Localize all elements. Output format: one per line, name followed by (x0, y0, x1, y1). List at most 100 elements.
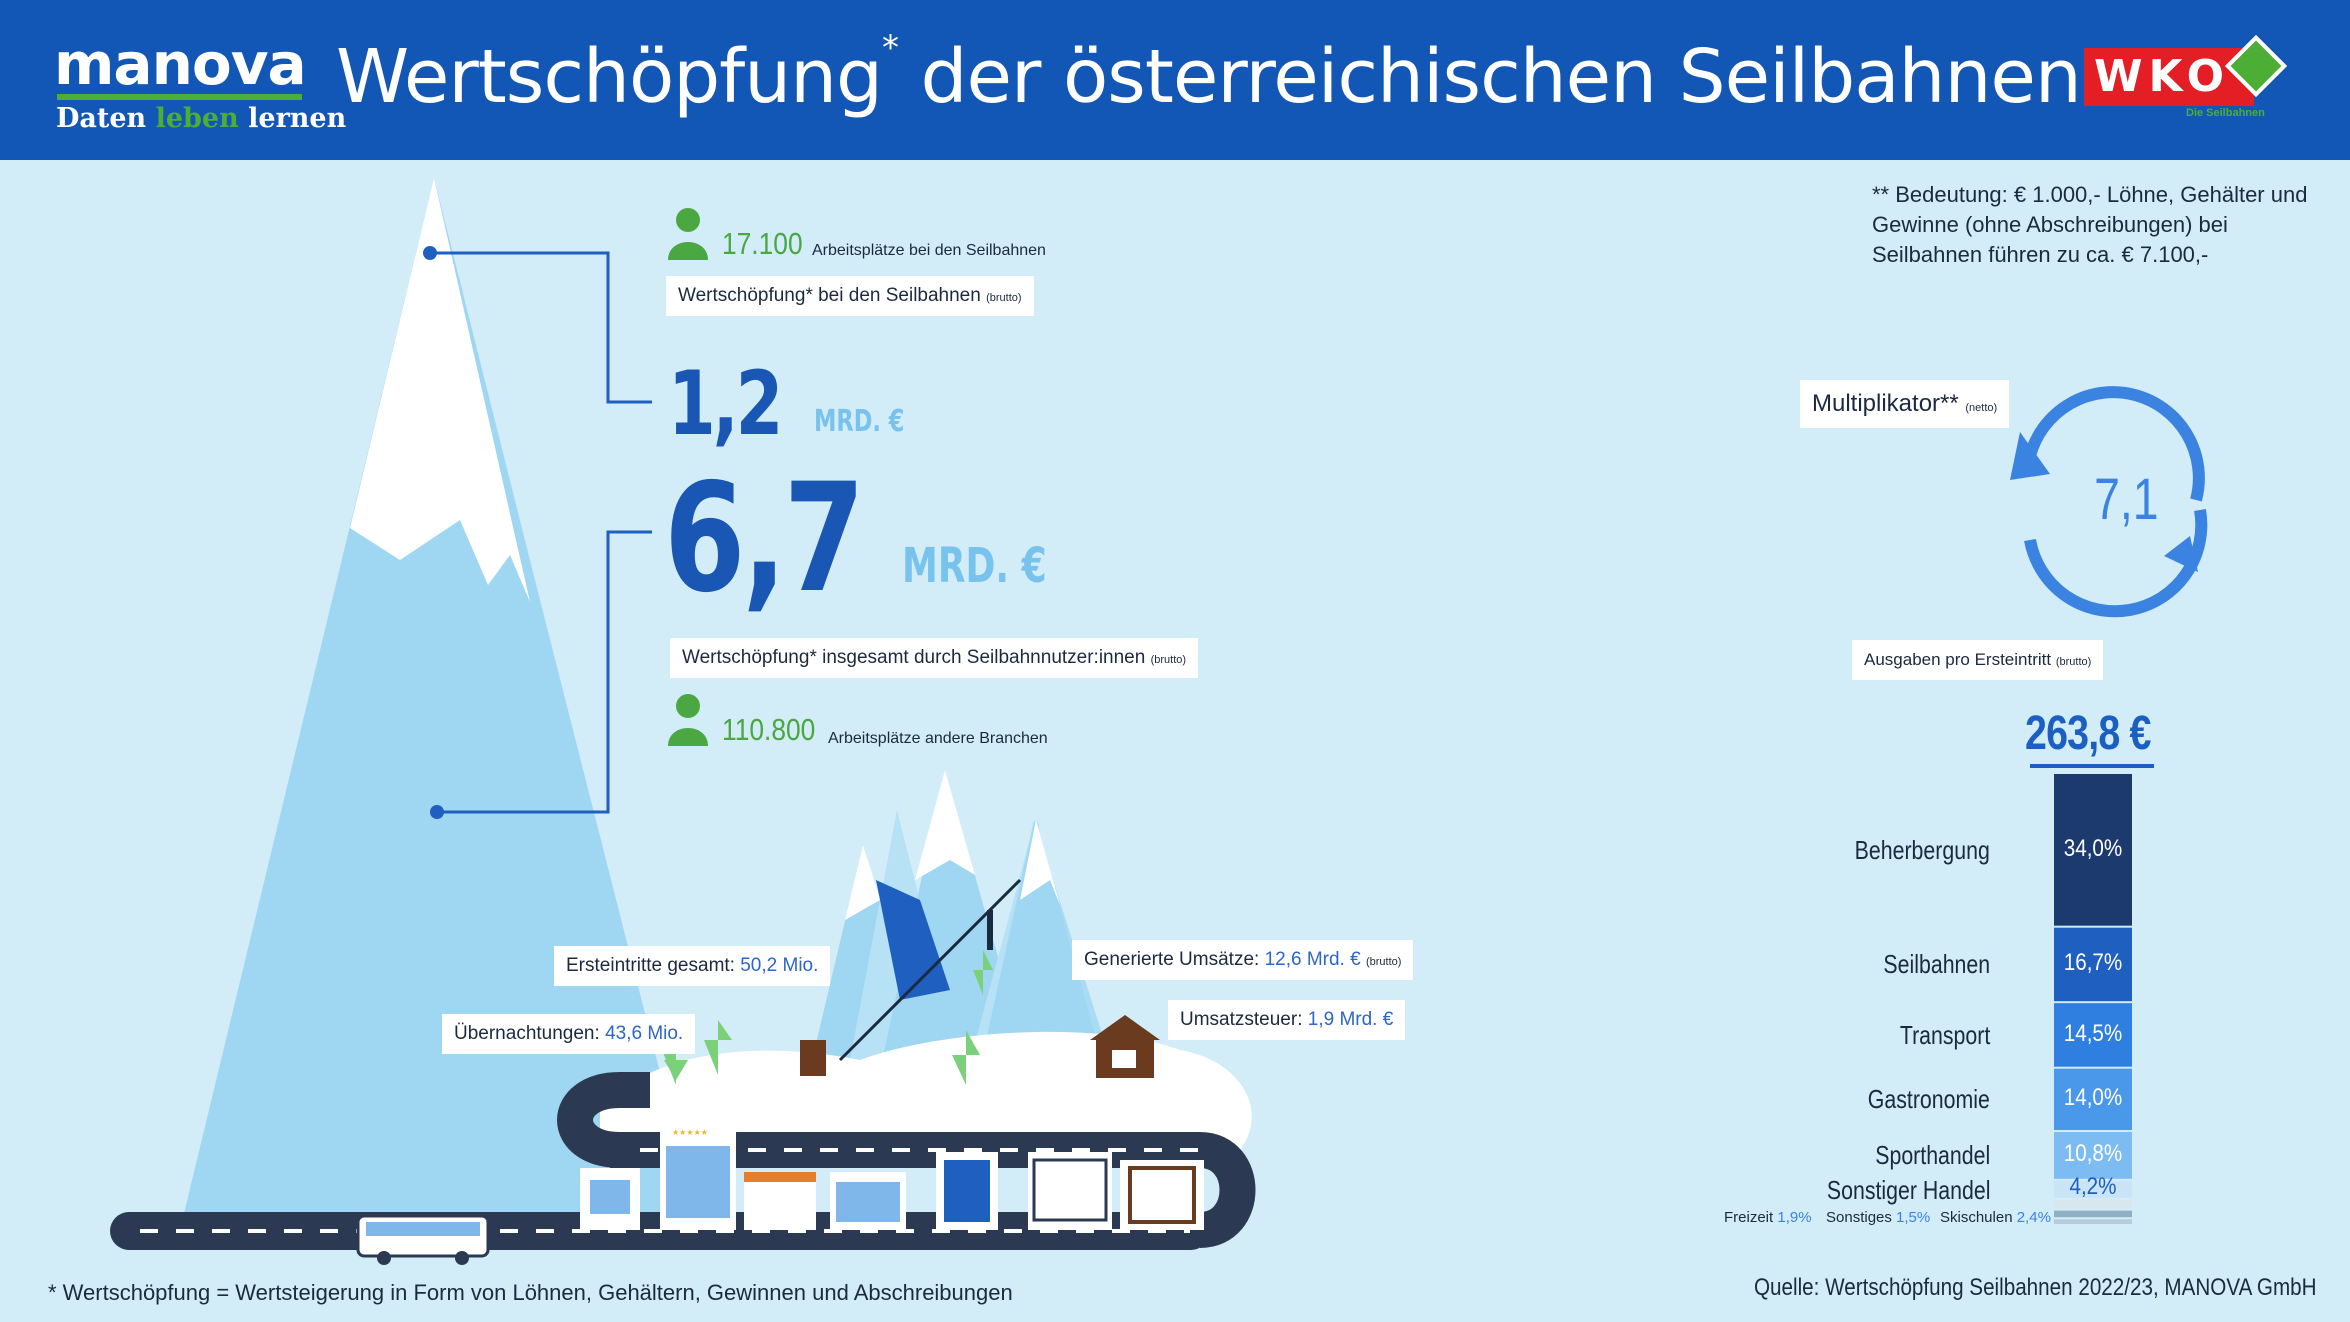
bar-value-gastronomie: 14,0% (2063, 1084, 2123, 1112)
bus-wheel (377, 1251, 391, 1265)
title-part-b: der österreichischen Seilbahnen (920, 34, 2082, 120)
road-upper (610, 1132, 1256, 1248)
small-mountain-3-snow (915, 770, 975, 880)
bar-value-sporthandel: 10,8% (2063, 1140, 2123, 1168)
big-mountain-snowcap (350, 178, 530, 602)
spending-total: 263,8 € (2025, 707, 2151, 760)
umsaetze-value: 12,6 Mrd. € (1264, 949, 1361, 970)
direct-value-label: Wertschöpfung* bei den Seilbahnen (brutt… (666, 276, 1034, 316)
logo-tagline: Daten leben lernen (56, 103, 346, 134)
total-value: 6,7 (664, 452, 865, 626)
multiplier-note: ** Bedeutung: € 1.000,- Löhne, Gehälter … (1872, 182, 2308, 267)
tree (952, 1030, 980, 1085)
shop-window (836, 1182, 900, 1222)
title-part-a: Wertschöpfung (336, 34, 883, 120)
right-mountain-snow (1020, 820, 1060, 905)
source: Quelle: Wertschöpfung Seilbahnen 2022/23… (1754, 1274, 2317, 1301)
header-bar (0, 0, 2350, 160)
small-cat-freizeit-value: 1,9% (1777, 1209, 1812, 1226)
other-jobs-label: Arbeitsplätze andere Branchen (828, 730, 1048, 747)
bus-windows (366, 1222, 480, 1236)
multiplier-arrow-upper (2024, 386, 2205, 502)
page-title: Wertschöpfung* der österreichischen Seil… (336, 28, 2082, 120)
tagline-daten: Daten (56, 103, 147, 134)
bar-value-transport: 14,5% (2063, 1019, 2123, 1047)
brown-house-windows (1128, 1166, 1196, 1224)
connector-top (430, 251, 652, 404)
small-cat-sonstiges-name: Sonstiges (1826, 1209, 1892, 1226)
total-label-small: (brutto) (1150, 654, 1187, 666)
bar-category-sonstiger-handel: Sonstiger Handel (1826, 1174, 1990, 1205)
chalet-roof (1090, 1015, 1160, 1040)
seilbahn-jobs-label: Arbeitsplätze bei den Seilbahnen (812, 242, 1046, 259)
multiplier-label-small: (netto) (1965, 402, 1998, 414)
ski-lift-pylon (987, 910, 993, 950)
total-value-label: Wertschöpfung* insgesamt durch Seilbahnn… (670, 638, 1199, 678)
footnote: * Wertschöpfung = Wertsteigerung in Form… (48, 1280, 1013, 1305)
bar-segment-beherbergung (2054, 774, 2132, 926)
bar-value-seilbahnen: 16,7% (2063, 949, 2123, 977)
direct-unit: MRD. € (814, 404, 905, 439)
small-cat-freizeit-name: Freizeit (1724, 1209, 1774, 1226)
ersteintritte-box: Ersteintritte gesamt: 50,2 Mio. (554, 946, 831, 986)
small-cat-skischulen: Skischulen 2,4% (1940, 1209, 2051, 1226)
multiplier-arrowhead-left (2010, 432, 2050, 480)
spending-label-box: Ausgaben pro Ersteintritt (brutto) (1852, 640, 2104, 680)
uebernachtungen-box: Übernachtungen: 43,6 Mio. (442, 1014, 696, 1054)
bar-category-beherbergung: Beherbergung (1854, 834, 1990, 865)
connector-bottom-dot (430, 805, 444, 819)
bar-category-transport: Transport (1899, 1019, 1990, 1050)
uebernachtungen-value: 43,6 Mio. (605, 1023, 684, 1044)
bar-segment-sonstiger-handel (2054, 1180, 2132, 1198)
total-unit: MRD. € (902, 538, 1047, 594)
bar-category-seilbahnen: Seilbahnen (1883, 949, 1990, 980)
umsatzsteuer-label: Umsatzsteuer: (1180, 1009, 1303, 1030)
building-1-window (590, 1180, 630, 1214)
road (557, 1072, 650, 1168)
multiplier-arrowhead-right (2164, 536, 2198, 572)
tagline-leben: leben (155, 103, 239, 134)
tagline-lernen: lernen (248, 103, 347, 134)
multiplier-label-box: Multiplikator** (netto) (1800, 380, 2010, 428)
bakery-awning (744, 1172, 816, 1182)
ski-lift-hut (800, 1040, 826, 1076)
small-cat-skischulen-name: Skischulen (1940, 1209, 2013, 1226)
bar-value-sonstiger-handel: 4,2% (2069, 1172, 2117, 1200)
wko-subtitle: Die Seilbahnen (2186, 107, 2265, 119)
umsaetze-box: Generierte Umsätze: 12,6 Mrd. € (brutto) (1072, 940, 1414, 980)
logo-underline (57, 94, 302, 100)
bar-segment-seilbahnen (2054, 927, 2132, 1002)
small-cat-skischulen-value: 2,4% (2016, 1209, 2051, 1226)
multiplier-label: Multiplikator** (1812, 390, 1959, 417)
small-cat-sonstiges-value: 1,5% (1896, 1209, 1931, 1226)
tower-windows (944, 1160, 990, 1222)
direct-label-small: (brutto) (986, 292, 1022, 304)
ersteintritte-label: Ersteintritte gesamt: (566, 955, 735, 976)
ersteintritte-value: 50,2 Mio. (740, 955, 819, 976)
umsatzsteuer-box: Umsatzsteuer: 1,9 Mrd. € (1168, 1000, 1406, 1040)
office-windows (1032, 1158, 1108, 1222)
hotel-stars: ★★★★★ (672, 1128, 708, 1137)
person-icon-bottom (668, 694, 708, 746)
wko-logo: WKO (2084, 48, 2254, 106)
hotel-windows (666, 1146, 730, 1218)
umsatzsteuer-value: 1,9 Mrd. € (1307, 1009, 1394, 1030)
connector-top-dot (423, 246, 437, 260)
snow-hill (600, 1031, 1252, 1150)
multiplier-arrow-lower (2024, 508, 2208, 618)
bar-segment-gastronomie (2054, 1068, 2132, 1130)
small-mountain-1-snow (845, 845, 890, 930)
tree (704, 1020, 732, 1075)
spending-label: Ausgaben pro Ersteintritt (1864, 650, 2052, 669)
spending-stacked-bar (2054, 774, 2132, 1224)
connector-bottom (437, 530, 652, 814)
bar-segment-freizeit (2054, 1210, 2132, 1218)
bar-value-beherbergung: 34,0% (2063, 834, 2123, 862)
multiplier-value: 7,1 (2094, 467, 2159, 532)
direct-value: 1,2 (668, 352, 783, 455)
person-icon-top (668, 208, 708, 260)
bar-segment-skischulen (2054, 1199, 2132, 1209)
spending-total-underline (2030, 764, 2154, 768)
bar-category-gastronomie: Gastronomie (1867, 1084, 1990, 1115)
